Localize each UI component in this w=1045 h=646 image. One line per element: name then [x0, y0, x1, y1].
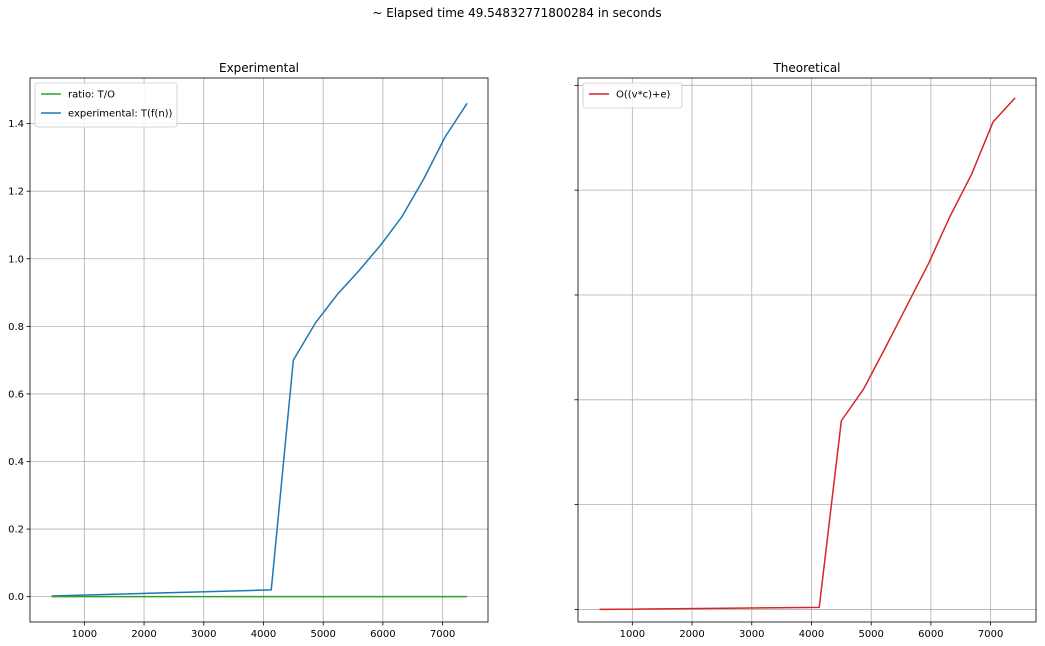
y-tick-label: 1.2 [8, 187, 24, 198]
legend-box [34, 82, 178, 128]
x-tick-label: 2000 [679, 629, 704, 640]
panel-title: Experimental [219, 61, 299, 75]
x-tick-label: 4000 [799, 629, 824, 640]
legend-label: experimental: T(f(n)) [68, 109, 173, 120]
y-tick-label: 0.2 [8, 525, 24, 536]
x-tick-label: 3000 [191, 629, 216, 640]
series-line-experimental-t-f-n [51, 102, 468, 597]
x-tick-label: 1000 [620, 629, 645, 640]
y-tick-label: 0.0 [8, 592, 24, 603]
legend: ratio: T/O experimental: T(f(n)) [34, 82, 178, 128]
axes-frame [29, 77, 489, 623]
y-tick-label: 1.0 [8, 254, 24, 265]
y-tick-label: 0.8 [8, 322, 24, 333]
panel-title: Theoretical [772, 61, 840, 75]
y-tick-label: 0.6 [8, 389, 24, 400]
theoretical-panel: Theoretical 1000 2000 3000 4000 5000 6000 7000 O… [574, 61, 1037, 640]
legend-label: O((v*c)+e) [616, 90, 671, 101]
legend-label: ratio: T/O [68, 90, 115, 101]
axes-frame [577, 77, 1037, 623]
legend: O((v*c)+e) [582, 82, 683, 109]
series-line-o-v-c-e [599, 97, 1016, 611]
x-tick-label: 6000 [918, 629, 943, 640]
x-tick-label: 7000 [430, 629, 455, 640]
x-tick-label: 2000 [131, 629, 156, 640]
x-tick-label: 3000 [739, 629, 764, 640]
x-tick-label: 1000 [72, 629, 97, 640]
y-tick-label: 1.4 [8, 119, 24, 130]
experimental-panel: Experimental 1000 2000 3000 4000 5000 6000 7000… [8, 61, 489, 640]
figure-suptitle: ~ Elapsed time 49.54832771800284 in seco… [372, 6, 661, 20]
legend-box [582, 82, 683, 109]
x-tick-label: 7000 [978, 629, 1003, 640]
x-tick-label: 5000 [858, 629, 883, 640]
x-tick-label: 6000 [370, 629, 395, 640]
y-tick-label: 0.4 [8, 457, 24, 468]
x-tick-label: 4000 [251, 629, 276, 640]
x-tick-label: 5000 [310, 629, 335, 640]
